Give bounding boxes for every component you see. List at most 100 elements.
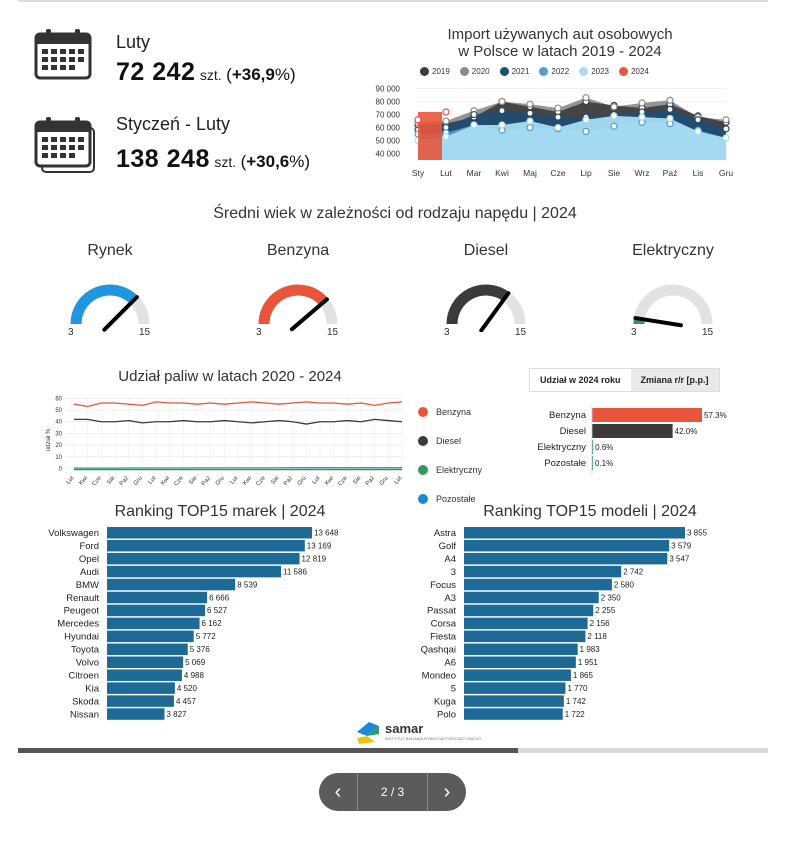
share-value: 0.6% <box>595 443 613 452</box>
point-2023 <box>582 116 590 124</box>
point-2021 <box>554 113 562 121</box>
legend-dot <box>618 67 628 76</box>
kpi-month-label: Luty <box>116 32 151 52</box>
y-tick-label: 50 000 <box>376 137 401 146</box>
share-label: Elektryczny <box>537 442 586 453</box>
share-bar <box>592 456 593 470</box>
legend-dot <box>418 436 428 446</box>
import-legend-item: 2024 <box>618 67 649 76</box>
point-2020 <box>526 100 534 108</box>
rank-bar <box>107 656 184 668</box>
x-tick-label: Sie <box>352 475 363 486</box>
kpi-month-pct-close: %) <box>274 65 296 84</box>
rank-bar <box>464 617 588 630</box>
next-slide-button[interactable]: › <box>428 773 466 811</box>
kpi-ytd-pct: +30,6 <box>246 152 290 171</box>
share-label: Diesel <box>560 426 586 437</box>
x-tick-label: Sie <box>106 475 117 486</box>
share-value: 57.3% <box>704 411 727 420</box>
rank-bar <box>107 708 165 720</box>
point-2023 <box>498 121 506 129</box>
rank-bar <box>464 539 670 552</box>
point-2020 <box>638 99 646 107</box>
kpi-ytd-value: 138 248 <box>116 145 210 173</box>
point-2020 <box>666 96 674 104</box>
point-2021 <box>498 107 506 115</box>
import-chart: 90 000 80 000 70 000 60 000 50 000 40 000 Sty L… <box>376 85 734 178</box>
rank-bar <box>107 669 182 681</box>
fuel-legend-label: Elektryczny <box>436 465 483 475</box>
rank-label: Golf <box>439 541 457 552</box>
x-tick-label: Paź <box>119 475 130 487</box>
y-axis-label: udział % <box>46 428 52 451</box>
point-2023 <box>638 113 646 121</box>
y-tick-label: 40 000 <box>376 150 401 159</box>
point-2021 <box>694 116 702 124</box>
y-tick-label: 0 <box>59 466 63 472</box>
rank-label: Nissan <box>70 709 99 720</box>
rank-value: 2 255 <box>595 606 616 615</box>
y-tick-label: 60 000 <box>376 124 401 133</box>
rank-value: 1 722 <box>565 710 586 719</box>
gauge-title: Diesel <box>463 242 509 259</box>
point-2020 <box>442 117 450 125</box>
rank-bar <box>464 656 576 668</box>
import-chart-title-line1: Import używanych aut osobowych <box>447 26 673 43</box>
gauge-benzyna <box>258 284 338 332</box>
rank-bar <box>107 630 194 643</box>
x-tick-label: Maj <box>523 168 537 178</box>
slide-pager: ‹ 2 / 3 › <box>319 773 466 811</box>
point-2023 <box>526 117 534 125</box>
rank-label: BMW <box>76 580 99 591</box>
rank-value: 5 069 <box>185 658 206 667</box>
point-2023 <box>470 121 478 129</box>
rank-label: Ford <box>79 541 99 552</box>
gauge-title: Elektryczny <box>632 242 714 259</box>
kpi-month-unit: szt. <box>199 67 222 83</box>
gauge-fill <box>70 284 138 325</box>
import-legend-item: 2022 <box>539 67 569 76</box>
y-tick-label: 30 <box>55 431 62 437</box>
rank-value: 3 547 <box>669 554 690 563</box>
rank-bar <box>107 604 206 617</box>
legend-dot <box>459 67 469 76</box>
prev-slide-button[interactable]: ‹ <box>319 773 357 811</box>
rank-value: 4 520 <box>177 684 198 693</box>
y-tick-label: 60 <box>55 396 62 402</box>
point-2023 <box>694 127 702 136</box>
point-2023 <box>554 123 562 132</box>
x-tick-label: Cze <box>173 475 185 488</box>
import-legend-label: 2022 <box>551 67 570 76</box>
x-tick-label: Paź <box>663 168 678 178</box>
point-2022 <box>582 127 590 136</box>
y-tick-label: 10 <box>55 455 62 461</box>
tab-change-yoy[interactable]: Zmiana r/r [p.p.] <box>630 369 719 391</box>
rank-bar <box>464 578 612 591</box>
rank-bar <box>464 565 622 578</box>
import-legend-label: 2023 <box>591 67 609 76</box>
rank-value: 4 988 <box>184 671 205 680</box>
import-chart-title-line2: w Polsce w latach 2019 - 2024 <box>458 43 662 60</box>
x-tick-label: Gru <box>379 475 390 487</box>
point-2022 <box>610 122 618 130</box>
rank-bar <box>464 643 578 656</box>
fuel-legend-label: Benzyna <box>436 407 472 417</box>
import-legend-label: 2020 <box>471 67 490 76</box>
models-ranking-chart: Astra 3 855 Golf 3 579 A4 3 547 3 2 742 Focus 2 5… <box>421 527 708 720</box>
point-2020 <box>498 97 506 106</box>
rank-label: Polo <box>437 709 456 720</box>
fuel-legend-item: Diesel <box>418 434 482 448</box>
calendars-icon <box>34 116 96 179</box>
legend-dot <box>418 407 428 417</box>
tab-share-2024[interactable]: Udział w 2024 roku <box>530 369 631 391</box>
rank-label: Fiesta <box>430 632 457 643</box>
samar-logo-text: samar <box>385 721 424 736</box>
x-tick-label: Paź <box>365 475 376 487</box>
slide-counter: 2 / 3 <box>357 773 428 811</box>
x-tick-label: Gru <box>719 168 733 178</box>
rank-value: 5 772 <box>196 632 217 641</box>
x-tick-label: Paź <box>201 475 212 487</box>
rank-bar <box>107 527 312 539</box>
rank-bar <box>464 604 594 617</box>
